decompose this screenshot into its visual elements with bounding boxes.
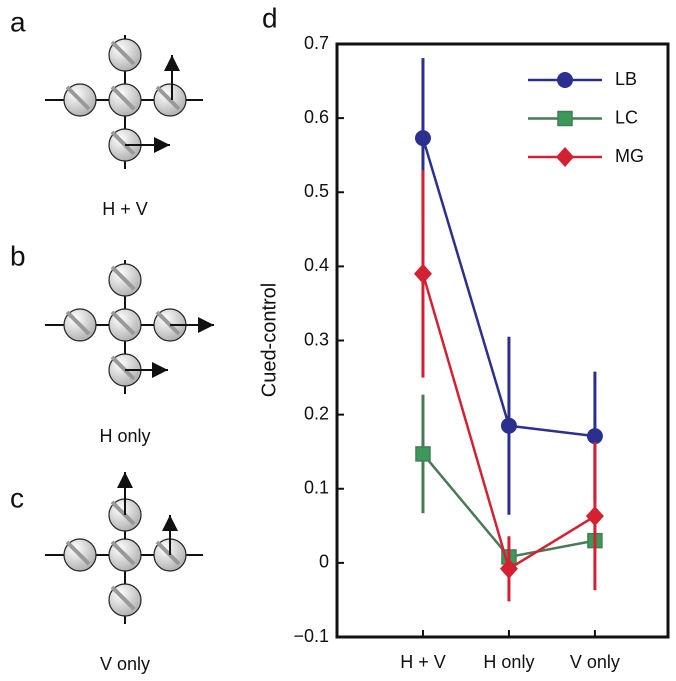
marker bbox=[557, 72, 573, 88]
y-tick-label: 0 bbox=[319, 552, 329, 572]
marker bbox=[499, 558, 518, 579]
marker bbox=[413, 263, 432, 284]
orientation-bar bbox=[65, 85, 91, 111]
y-tick-label: 0.3 bbox=[304, 329, 329, 349]
marker bbox=[500, 417, 517, 434]
marker bbox=[586, 428, 603, 445]
orientation-bar bbox=[65, 540, 91, 566]
orientation-bar bbox=[110, 40, 136, 66]
orientation-bar bbox=[110, 130, 136, 156]
orientation-bar bbox=[155, 85, 181, 111]
x-tick-label: V only bbox=[570, 652, 620, 672]
marker bbox=[557, 110, 573, 127]
arrow-head bbox=[164, 55, 180, 71]
orientation-bar bbox=[110, 585, 136, 611]
marker bbox=[585, 506, 604, 527]
panel-letter: b bbox=[10, 240, 26, 271]
orientation-bar bbox=[110, 540, 136, 566]
orientation-bar bbox=[110, 355, 136, 381]
panel-letter: d bbox=[262, 2, 278, 33]
y-tick-label: 0.5 bbox=[304, 181, 329, 201]
panel-caption: H + V bbox=[102, 199, 148, 219]
legend-label: MG bbox=[615, 146, 644, 166]
arrow-head bbox=[198, 317, 214, 333]
orientation-bar bbox=[155, 540, 181, 566]
orientation-bar bbox=[110, 500, 136, 526]
x-tick-label: H + V bbox=[400, 652, 446, 672]
marker bbox=[415, 446, 431, 462]
x-tick-label: H only bbox=[483, 652, 534, 672]
y-tick-label: 0.6 bbox=[304, 107, 329, 127]
orientation-bar bbox=[110, 310, 136, 336]
y-tick-label: 0.4 bbox=[304, 255, 329, 275]
y-tick-label: −0.1 bbox=[293, 626, 329, 646]
arrow-head bbox=[152, 362, 168, 378]
arrow-head bbox=[162, 515, 178, 531]
legend-label: LB bbox=[615, 69, 637, 89]
panel-caption: H only bbox=[99, 426, 150, 446]
marker bbox=[414, 130, 431, 147]
marker bbox=[556, 147, 574, 167]
panel-caption: V only bbox=[100, 654, 150, 674]
orientation-bar bbox=[110, 85, 136, 111]
arrow-head bbox=[154, 137, 170, 153]
y-tick-label: 0.1 bbox=[304, 478, 329, 498]
panel-letter: c bbox=[10, 482, 24, 513]
y-tick-label: 0.7 bbox=[304, 33, 329, 53]
arrow-head bbox=[117, 472, 133, 488]
y-tick-label: 0.2 bbox=[304, 403, 329, 423]
legend-label: LC bbox=[615, 107, 638, 127]
orientation-bar bbox=[110, 265, 136, 291]
panel-letter: a bbox=[10, 6, 26, 37]
y-axis-label: Cued-control bbox=[258, 283, 280, 398]
orientation-bar bbox=[65, 310, 91, 336]
orientation-bar bbox=[155, 310, 181, 336]
